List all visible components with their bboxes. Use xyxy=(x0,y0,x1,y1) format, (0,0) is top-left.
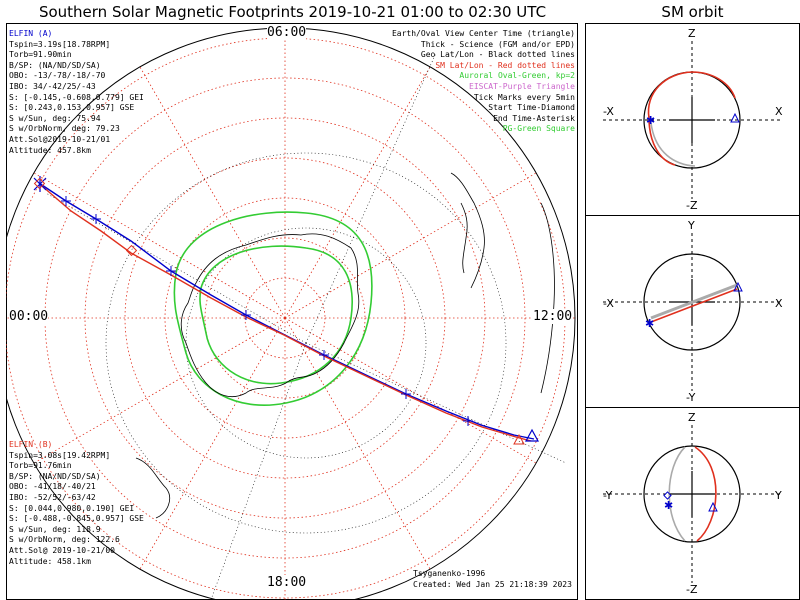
elfin-b-line: Tspin=3.08s[19.42RPM] xyxy=(9,450,111,460)
created-credit: Created: Wed Jan 25 21:18:39 2023 xyxy=(413,580,572,589)
sm-yz-right-label: Y xyxy=(774,489,782,502)
legend-item: End Time-Asterisk xyxy=(493,113,575,123)
sm-orbit-panels: ✱ Z -Z -X X ✱ Y -Y -X X ✱ Z -Z -Y Y xyxy=(603,27,783,596)
start-diamond-marker-a xyxy=(33,177,46,190)
sm-panel-xy: ✱ Y -Y -X X xyxy=(603,219,783,404)
legend-item: EISCAT-Purple Triangle xyxy=(469,81,575,91)
elfin-b-line: S w/Sun, deg: 118.9 xyxy=(9,524,101,534)
elfin-a-line: S w/Sun, deg: 75.94 xyxy=(9,113,101,123)
elfin-a-line: Altitude: 457.8km xyxy=(9,145,91,155)
elfin-b-track xyxy=(41,185,532,442)
track-tick-marks xyxy=(61,196,473,426)
sm-xz-orbit-a xyxy=(648,117,676,166)
elfin-a-line: IBO: 34/-42/25/-43 xyxy=(9,81,96,91)
elfin-b-lines: Tspin=3.08s[19.42RPM] Torb=91.76min B/SP: … xyxy=(9,451,144,568)
clock-bottom-label: 18:00 xyxy=(267,575,307,590)
south-america-coastline xyxy=(450,172,485,289)
legend-item: PG-Green Square xyxy=(502,124,575,134)
elfin-a-line: Att.Sol@2019-10-21/01 xyxy=(9,134,111,144)
map-legend: Earth/Oval View Center Time (triangle) Th… xyxy=(392,29,575,135)
sm-xz-right-label: X xyxy=(775,105,783,118)
elfin-a-lines: Tspin=3.19s[18.78RPM] Torb=91.90min B/SP: … xyxy=(9,40,144,157)
clock-right-label: 12:00 xyxy=(533,309,573,324)
elfin-a-name: ELFIN (A) xyxy=(9,29,53,38)
elfin-b-line: B/SP: (NA/ND/SD/SA) xyxy=(9,471,101,481)
elfin-b-line: Att.Sol@ 2019-10-21/00 xyxy=(9,545,115,555)
sm-xz-end-asterisk: ✱ xyxy=(646,114,655,127)
sm-longitude-grid xyxy=(6,28,575,600)
elfin-a-info: ELFIN (A) Tspin=3.19s[18.78RPM] Torb=91.9… xyxy=(9,29,144,156)
clock-left-label: 00:00 xyxy=(9,309,49,324)
elfin-b-line: S: [0.044,0.980,0.190] GEI xyxy=(9,503,135,513)
sm-yz-orbit-b xyxy=(694,446,717,542)
sm-xy-top-label: Y xyxy=(687,219,695,232)
elfin-b-line: S w/OrbNorm, deg: 122.6 xyxy=(9,535,120,545)
elfin-b-line: OBO: -41/18/-40/21 xyxy=(9,482,96,492)
elfin-a-line: B/SP: (NA/ND/SD/SA) xyxy=(9,60,101,70)
start-diamond-marker xyxy=(125,244,138,257)
model-credit: Tsyganenko-1996 xyxy=(413,569,486,578)
elfin-b-line: S: [-0.488,-0.845,0.957] GSE xyxy=(9,514,144,524)
sm-yz-diamond xyxy=(663,491,672,500)
antarctica-coastline xyxy=(180,233,360,397)
legend-item: Auroral Oval-Green, kp=2 xyxy=(459,71,575,81)
sm-yz-bottom-label: -Z xyxy=(686,583,698,596)
elfin-b-name: ELFIN (B) xyxy=(9,440,53,449)
sm-xy-bottom-label: -Y xyxy=(686,391,696,404)
clock-top-label: 06:00 xyxy=(267,25,307,40)
elfin-b-line: Altitude: 458.1km xyxy=(9,556,91,566)
sm-yz-top-label: Z xyxy=(688,411,696,424)
footprint-map xyxy=(6,27,576,600)
sm-orbit-title: SM orbit xyxy=(661,3,724,21)
south-america-tip xyxy=(460,202,468,274)
sm-xy-triangle xyxy=(733,281,743,292)
sm-xz-orbit-b xyxy=(647,71,736,119)
elfin-b-info: ELFIN (B) Tspin=3.08s[19.42RPM] Torb=91.7… xyxy=(9,440,144,567)
sm-xy-left-label: -X xyxy=(603,297,614,310)
legend-item: SM Lat/Lon - Red dotted lines xyxy=(435,60,575,70)
elfin-a-line: S: [-0.145,-0.608,0.779] GEI xyxy=(9,92,144,102)
sm-panel-yz: ✱ Z -Z -Y Y xyxy=(603,411,782,596)
elfin-b-line: IBO: -52/52/-63/42 xyxy=(9,492,96,502)
legend-item: Thick - Science (FGM and/or EPD) xyxy=(420,39,575,49)
sm-yz-orbit-gray xyxy=(668,446,686,542)
sm-xz-bottom-label: -Z xyxy=(686,199,698,212)
sm-xz-orbit-gray xyxy=(650,122,696,167)
sm-panel-xz: ✱ Z -Z -X X xyxy=(603,27,783,212)
elfin-a-line: Tspin=3.19s[18.78RPM] xyxy=(9,39,111,49)
legend-item: Earth/Oval View Center Time (triangle) xyxy=(391,29,575,38)
sm-xy-right-label: X xyxy=(775,297,783,310)
elfin-a-line: Torb=91.90min xyxy=(9,50,72,60)
geo-grid xyxy=(45,52,567,600)
legend-item: Tick Marks every 5min xyxy=(473,92,575,102)
map-title: Southern Solar Magnetic Footprints 2019-… xyxy=(38,3,547,21)
elfin-b-line: Torb=91.76min xyxy=(9,461,72,471)
legend-item: Start Time-Diamond xyxy=(488,103,575,113)
sm-xz-left-label: -X xyxy=(603,105,614,118)
sm-yz-left-label: -Y xyxy=(603,489,613,502)
view-center-triangle-b xyxy=(513,433,525,445)
view-center-triangle xyxy=(524,428,540,442)
sm-xz-top-label: Z xyxy=(688,27,696,40)
sm-xy-orbit-b xyxy=(650,288,738,323)
sm-yz-triangle xyxy=(708,501,718,512)
sm-yz-end-asterisk: ✱ xyxy=(664,499,673,512)
sm-xy-end-asterisk: ✱ xyxy=(645,317,654,330)
australia-coastline xyxy=(135,457,170,519)
elfin-a-line: OBO: -13/-78/-18/-70 xyxy=(9,71,106,81)
auroral-oval xyxy=(173,211,373,406)
africa-coastline xyxy=(540,202,555,394)
sm-xy-orbit-gray xyxy=(650,283,738,320)
legend-item: Geo Lat/Lon - Black dotted lines xyxy=(420,50,575,60)
elfin-a-line: S w/OrbNorm, deg: 79.23 xyxy=(9,124,120,134)
elfin-a-line: S: [0.243,0.153,0.957] GSE xyxy=(9,103,135,113)
sm-xz-triangle xyxy=(730,112,740,123)
